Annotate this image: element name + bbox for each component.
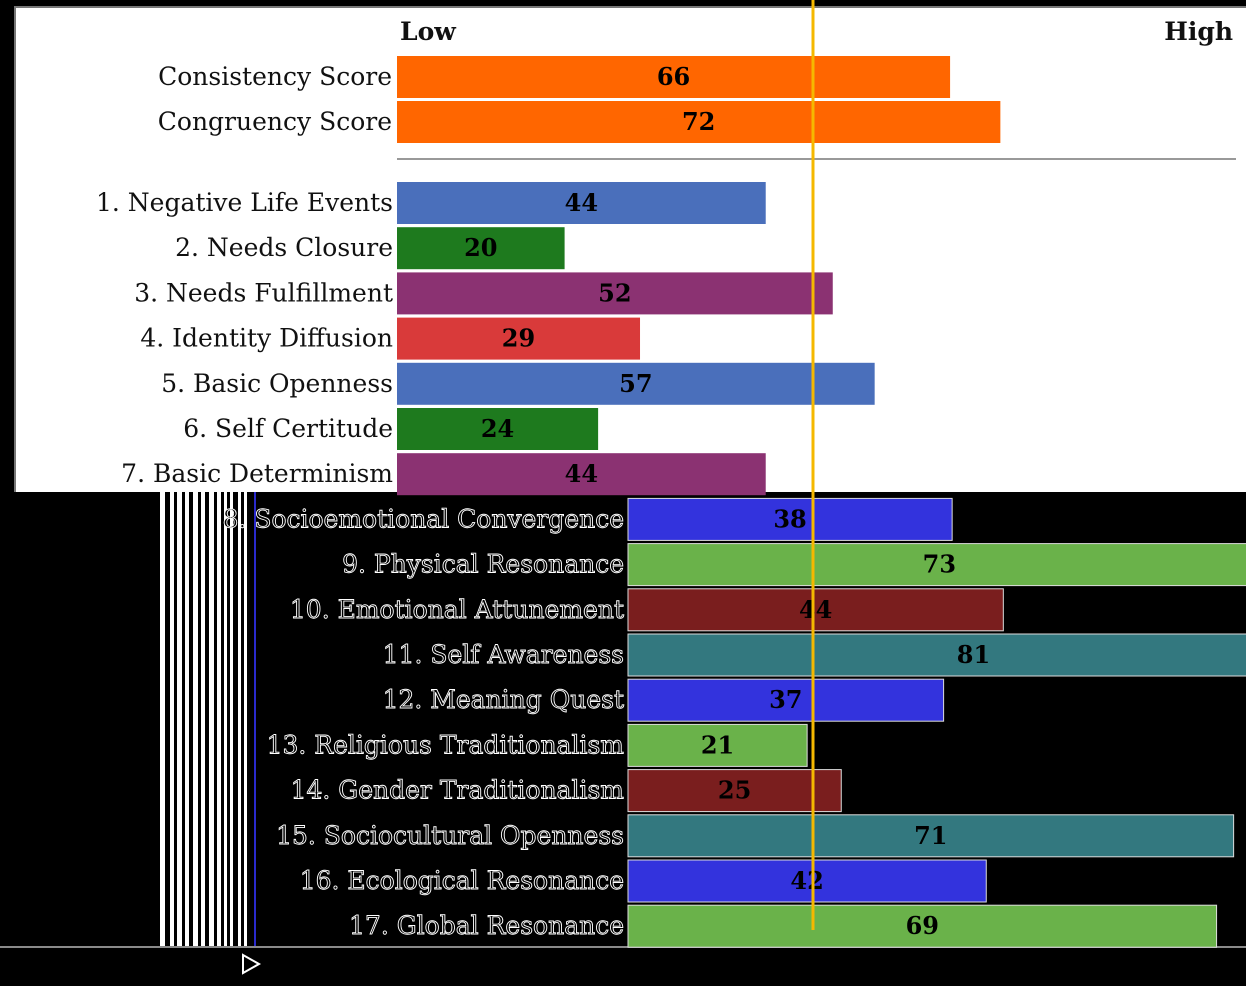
bar-meaning-quest: [627, 678, 945, 722]
value-label: 37: [769, 685, 802, 714]
value-label: 42: [790, 866, 823, 895]
value-label: 71: [914, 821, 947, 850]
value-label: 44: [565, 188, 598, 217]
category-label: 6. Self Certitude: [183, 414, 393, 443]
glitch-stripe: [209, 480, 214, 948]
bar-basic-determinism: [397, 453, 766, 496]
value-label: 66: [657, 62, 690, 91]
bar-religious-traditionalism: [627, 723, 808, 767]
bar-ecological-resonance: [627, 859, 987, 903]
category-label: 15. Sociocultural Openness: [276, 821, 624, 850]
scale-high-label: High: [1164, 17, 1233, 46]
bar-needs-fulfillment: [397, 272, 833, 315]
category-label: 4. Identity Diffusion: [140, 324, 393, 353]
bar-gender-traditionalism: [627, 769, 842, 813]
glitch-stripe: [177, 480, 182, 948]
value-label: 21: [701, 730, 734, 759]
bar-self-awareness: [627, 633, 1246, 677]
value-label: 44: [565, 459, 598, 488]
category-label: 5. Basic Openness: [161, 369, 393, 398]
category-label: Congruency Score: [158, 107, 392, 136]
category-label: 10. Emotional Attunement: [290, 595, 624, 624]
glitch-stripe: [217, 480, 221, 948]
bottom-divider: [0, 946, 1246, 948]
category-label: 11. Self Awareness: [383, 640, 624, 669]
value-label: 69: [906, 911, 939, 940]
value-label: 52: [598, 278, 631, 307]
bar-sociocultural-openness: [627, 814, 1235, 858]
value-label: 44: [799, 595, 832, 624]
value-label: 73: [923, 550, 956, 579]
bar-congruency-score: [397, 101, 1001, 143]
bar-needs-closure: [397, 227, 565, 270]
glitch-stripe: [193, 480, 198, 948]
bar-consistency-score: [397, 56, 951, 98]
category-label: 7. Basic Determinism: [121, 459, 393, 488]
category-label: 12. Meaning Quest: [383, 685, 624, 714]
bar-basic-openness: [397, 362, 875, 405]
glitch-stripe: [170, 480, 174, 948]
bar-negative-life-events: [397, 182, 766, 224]
category-label: 1. Negative Life Events: [96, 188, 393, 217]
glitch-stripes: [160, 480, 256, 948]
value-label: 38: [773, 504, 806, 533]
glitch-stripe: [238, 480, 241, 948]
value-label: 72: [682, 107, 715, 136]
glitch-stripe: [230, 480, 233, 948]
glitch-stripe: [244, 480, 247, 948]
value-label: 24: [481, 414, 514, 443]
category-label: 16. Ecological Resonance: [300, 866, 624, 895]
value-label: 57: [619, 369, 652, 398]
category-label: 8. Socioemotional Convergence: [223, 504, 624, 533]
value-label: 81: [957, 640, 990, 669]
scale-low-label: Low: [400, 17, 457, 46]
bar-emotional-attunement: [627, 588, 1004, 632]
bar-identity-diffusion: [397, 317, 641, 360]
glitch-stripe: [160, 480, 165, 948]
bar-socioemotional-convergence: [627, 497, 953, 541]
play-icon[interactable]: [240, 952, 262, 976]
value-label: 25: [718, 776, 751, 805]
bar-self-certitude: [397, 408, 599, 450]
glitch-stripe: [185, 480, 189, 948]
value-label: 20: [464, 233, 497, 262]
category-label: 9. Physical Resonance: [342, 550, 624, 579]
category-label: 13. Religious Traditionalism: [267, 730, 625, 759]
category-label: 17. Global Resonance: [349, 911, 624, 940]
category-label: Consistency Score: [158, 62, 392, 91]
category-label: 14. Gender Traditionalism: [291, 776, 625, 805]
bar-physical-resonance: [627, 543, 1246, 587]
glitch-stripe: [224, 480, 227, 948]
bar-global-resonance: [627, 904, 1218, 948]
value-label: 29: [502, 324, 535, 353]
category-label: 3. Needs Fulfillment: [134, 278, 393, 307]
glitch-stripe: [201, 480, 205, 948]
category-label: 2. Needs Closure: [175, 233, 393, 262]
